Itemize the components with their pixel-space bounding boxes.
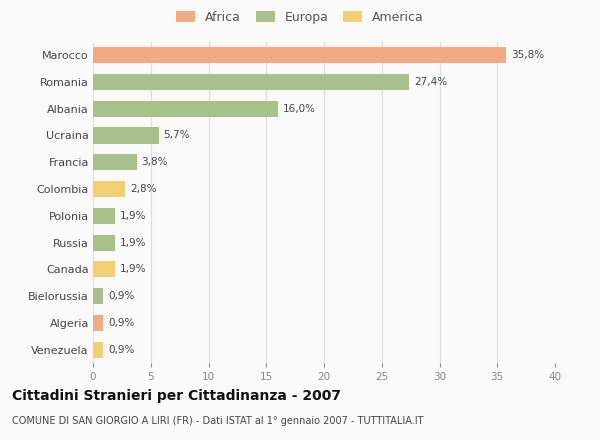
Text: 1,9%: 1,9% (119, 238, 146, 248)
Text: 0,9%: 0,9% (108, 291, 134, 301)
Text: COMUNE DI SAN GIORGIO A LIRI (FR) - Dati ISTAT al 1° gennaio 2007 - TUTTITALIA.I: COMUNE DI SAN GIORGIO A LIRI (FR) - Dati… (12, 416, 424, 426)
Bar (93, 101, 278, 117)
Text: Cittadini Stranieri per Cittadinanza - 2007: Cittadini Stranieri per Cittadinanza - 2… (12, 389, 341, 403)
Bar (93, 128, 159, 143)
Bar (93, 181, 125, 197)
Text: 0,9%: 0,9% (108, 318, 134, 328)
Text: 35,8%: 35,8% (511, 50, 544, 60)
Bar (93, 288, 103, 304)
Text: 1,9%: 1,9% (119, 264, 146, 274)
Text: 16,0%: 16,0% (283, 104, 316, 114)
Text: 1,9%: 1,9% (119, 211, 146, 221)
Text: 2,8%: 2,8% (130, 184, 157, 194)
Bar (93, 341, 103, 358)
Text: 27,4%: 27,4% (414, 77, 447, 87)
Text: 3,8%: 3,8% (142, 157, 168, 167)
Bar (93, 74, 409, 90)
Bar (93, 208, 115, 224)
Bar (93, 235, 115, 251)
Bar (93, 261, 115, 277)
Legend: Africa, Europa, America: Africa, Europa, America (173, 8, 427, 26)
Bar (93, 47, 506, 63)
Bar (93, 154, 137, 170)
Text: 0,9%: 0,9% (108, 345, 134, 355)
Text: 5,7%: 5,7% (163, 131, 190, 140)
Bar (93, 315, 103, 331)
